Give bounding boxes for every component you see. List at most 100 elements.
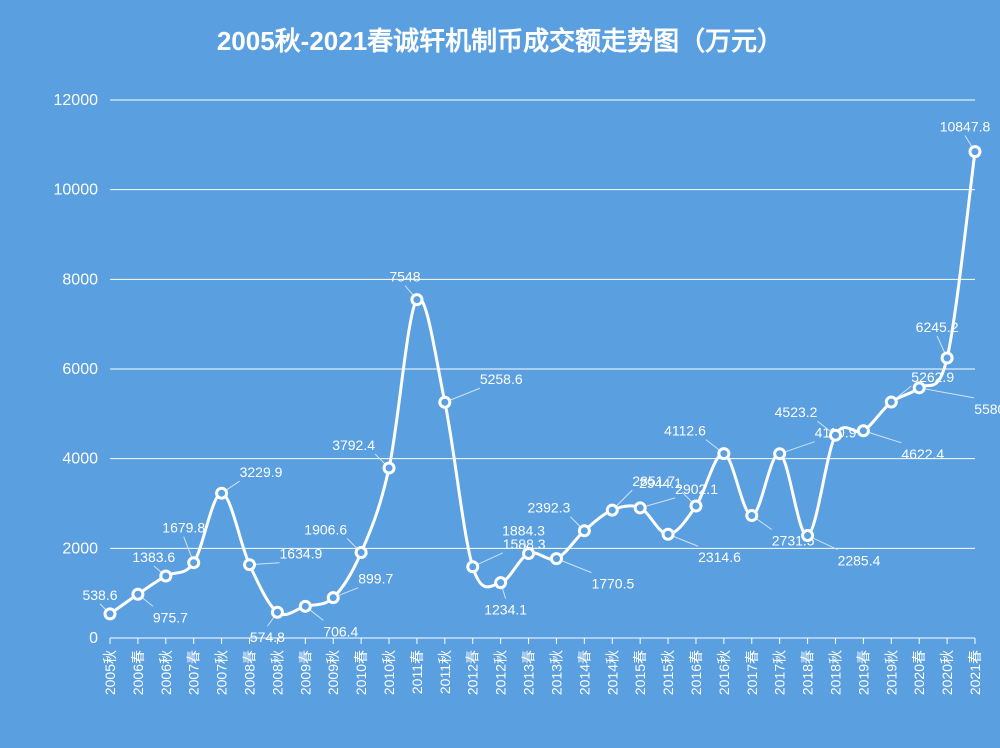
x-tick-label: 2017秋 <box>772 650 788 695</box>
x-tick-label: 2020春 <box>911 650 927 695</box>
x-tick-label: 2011秋 <box>437 650 453 694</box>
data-label: 706.4 <box>323 623 358 639</box>
data-marker <box>747 511 757 521</box>
data-marker <box>607 505 617 515</box>
x-tick-label: 2006春 <box>130 650 146 695</box>
data-marker <box>551 554 561 564</box>
x-tick-label: 2008春 <box>242 650 258 695</box>
data-label: 4622.4 <box>901 446 944 462</box>
data-label: 1884.3 <box>502 523 545 539</box>
y-tick-label: 0 <box>89 630 98 647</box>
x-tick-label: 2007春 <box>186 650 202 695</box>
x-tick-label: 2020秋 <box>939 650 955 695</box>
x-tick-label: 2019春 <box>855 650 871 695</box>
data-label: 1906.6 <box>304 522 347 538</box>
y-tick-label: 4000 <box>62 451 98 468</box>
data-label: 10847.8 <box>940 119 991 135</box>
data-marker <box>496 578 506 588</box>
x-tick-label: 2017春 <box>744 650 760 695</box>
data-marker <box>775 449 785 459</box>
data-label: 1383.6 <box>132 549 175 565</box>
data-marker <box>412 295 422 305</box>
y-tick-label: 6000 <box>62 361 98 378</box>
x-tick-label: 2014春 <box>576 650 592 695</box>
data-marker <box>970 147 980 157</box>
data-label: 3792.4 <box>332 437 375 453</box>
data-label: 1770.5 <box>591 576 634 592</box>
data-label: 5258.6 <box>480 371 523 387</box>
data-marker <box>830 430 840 440</box>
data-marker <box>300 601 310 611</box>
data-label: 1234.1 <box>484 602 527 618</box>
x-tick-label: 2006秋 <box>158 650 174 695</box>
y-tick-label: 12000 <box>54 92 99 109</box>
data-label: 6245.2 <box>916 319 959 335</box>
x-tick-label: 2014秋 <box>604 650 620 695</box>
x-tick-label: 2015春 <box>632 650 648 695</box>
data-marker <box>914 383 924 393</box>
y-tick-label: 2000 <box>62 540 98 557</box>
data-label: 2392.3 <box>528 500 571 516</box>
data-label: 975.7 <box>153 609 188 625</box>
data-label: 7548 <box>389 269 420 285</box>
data-marker <box>691 501 701 511</box>
data-marker <box>189 558 199 568</box>
data-label: 4112.6 <box>664 423 706 439</box>
data-label: 2285.4 <box>838 553 881 569</box>
data-label: 5580.1 <box>974 401 1000 417</box>
x-tick-label: 2013秋 <box>548 650 564 695</box>
data-marker <box>886 397 896 407</box>
data-marker <box>272 607 282 617</box>
data-label: 1679.8 <box>162 520 205 536</box>
data-marker <box>328 593 338 603</box>
x-tick-label: 2016秋 <box>716 650 732 695</box>
data-marker <box>161 571 171 581</box>
x-tick-label: 2013春 <box>521 650 537 695</box>
x-tick-label: 2011春 <box>409 650 425 694</box>
data-marker <box>133 589 143 599</box>
x-tick-label: 2005秋 <box>102 650 118 695</box>
data-marker <box>440 397 450 407</box>
x-tick-label: 2010秋 <box>381 650 397 695</box>
data-marker <box>858 426 868 436</box>
line-chart: 2005秋-2021春诚轩机制币成交额走势图（万元） 0 2000 4000 6000 8… <box>0 0 1000 748</box>
x-tick-label: 2009春 <box>297 650 313 695</box>
data-label: 2944.1 <box>639 475 682 491</box>
x-tick-label: 2018秋 <box>827 650 843 695</box>
y-tick-label: 10000 <box>54 182 99 199</box>
data-label: 899.7 <box>358 571 393 587</box>
data-marker <box>105 609 115 619</box>
data-marker <box>803 531 813 541</box>
data-marker <box>663 529 673 539</box>
data-label: 2314.6 <box>698 549 741 565</box>
x-tick-label: 2009秋 <box>325 650 341 695</box>
data-label: 1634.9 <box>280 546 323 562</box>
data-marker <box>384 463 394 473</box>
data-marker <box>719 449 729 459</box>
data-marker <box>524 549 534 559</box>
y-tick-label: 8000 <box>62 271 98 288</box>
x-tick-label: 2015秋 <box>660 650 676 695</box>
data-marker <box>245 560 255 570</box>
x-tick-label: 2021春 <box>967 650 983 695</box>
data-marker <box>635 503 645 513</box>
data-marker <box>579 526 589 536</box>
data-marker <box>468 562 478 572</box>
x-tick-label: 2016春 <box>688 650 704 695</box>
x-tick-label: 2019秋 <box>883 650 899 695</box>
data-label: 538.6 <box>82 587 117 603</box>
data-label: 4523.2 <box>775 404 818 420</box>
data-label: 3229.9 <box>240 464 283 480</box>
x-tick-label: 2012春 <box>465 650 481 695</box>
x-tick-label: 2012秋 <box>493 650 509 695</box>
x-tick-label: 2007秋 <box>214 650 230 695</box>
chart-title: 2005秋-2021春诚轩机制币成交额走势图（万元） <box>217 26 783 56</box>
data-marker <box>356 548 366 558</box>
x-tick-label: 2018春 <box>800 650 816 695</box>
x-tick-label: 2008秋 <box>269 650 285 695</box>
chart-container: 2005秋-2021春诚轩机制币成交额走势图（万元） 0 2000 4000 6000 8… <box>0 0 1000 748</box>
x-tick-label: 2010春 <box>353 650 369 695</box>
data-marker <box>217 488 227 498</box>
data-marker <box>942 353 952 363</box>
data-label: 574.8 <box>250 629 285 645</box>
